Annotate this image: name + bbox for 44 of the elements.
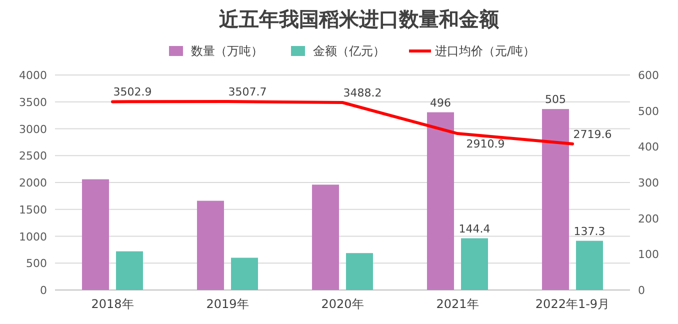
bar: [542, 109, 569, 290]
y-tick-label: 2500: [19, 150, 47, 163]
y-tick-label: 1000: [19, 230, 47, 244]
x-tick-label: 2021年: [436, 297, 479, 311]
data-label: 505: [545, 93, 566, 106]
x-tick-label: 2020年: [321, 297, 364, 311]
x-tick-label: 2018年: [91, 297, 134, 311]
bar: [82, 179, 109, 290]
chart-title: 近五年我国稻米进口数量和金额: [218, 7, 500, 31]
y2-tick-label: 400: [638, 140, 659, 154]
data-label: 3502.9: [113, 86, 152, 99]
y2-tick-label: 100: [638, 248, 659, 262]
y-tick-label: 0: [40, 284, 47, 297]
data-label: 3488.2: [343, 86, 382, 100]
y2-tick-label: 300: [638, 176, 659, 190]
data-label: 137.3: [574, 224, 606, 238]
x-tick-label: 2019年: [206, 297, 249, 311]
y-tick-label: 4000: [19, 69, 47, 82]
bar: [231, 258, 258, 290]
legend-label: 进口均价（元/吨）: [435, 44, 536, 58]
bar: [346, 253, 373, 290]
data-label: 496: [430, 96, 451, 110]
legend-label: 数量（万吨）: [191, 44, 263, 58]
bar: [461, 238, 488, 290]
y2-tick-label: 0: [638, 284, 645, 297]
x-tick-label: 2022年1-9月: [535, 297, 610, 311]
data-label: 144.4: [458, 222, 490, 236]
data-label: 2910.9: [466, 138, 505, 151]
y2-tick-label: 200: [638, 212, 659, 226]
bar: [576, 240, 603, 290]
bar: [427, 112, 454, 290]
legend-label: 金额（亿元）: [313, 44, 385, 58]
y2-tick-label: 500: [638, 104, 659, 118]
bar: [116, 251, 143, 290]
y-tick-label: 3500: [19, 96, 47, 109]
y-tick-label: 2000: [19, 176, 47, 190]
y-tick-label: 500: [26, 257, 47, 270]
bar: [197, 200, 224, 290]
data-label: 3507.7: [228, 85, 267, 98]
y2-tick-label: 600: [638, 69, 659, 82]
y-tick-label: 3000: [19, 122, 47, 136]
bar: [312, 184, 339, 290]
data-label: 2719.6: [573, 128, 612, 141]
y-tick-label: 1500: [19, 203, 47, 216]
